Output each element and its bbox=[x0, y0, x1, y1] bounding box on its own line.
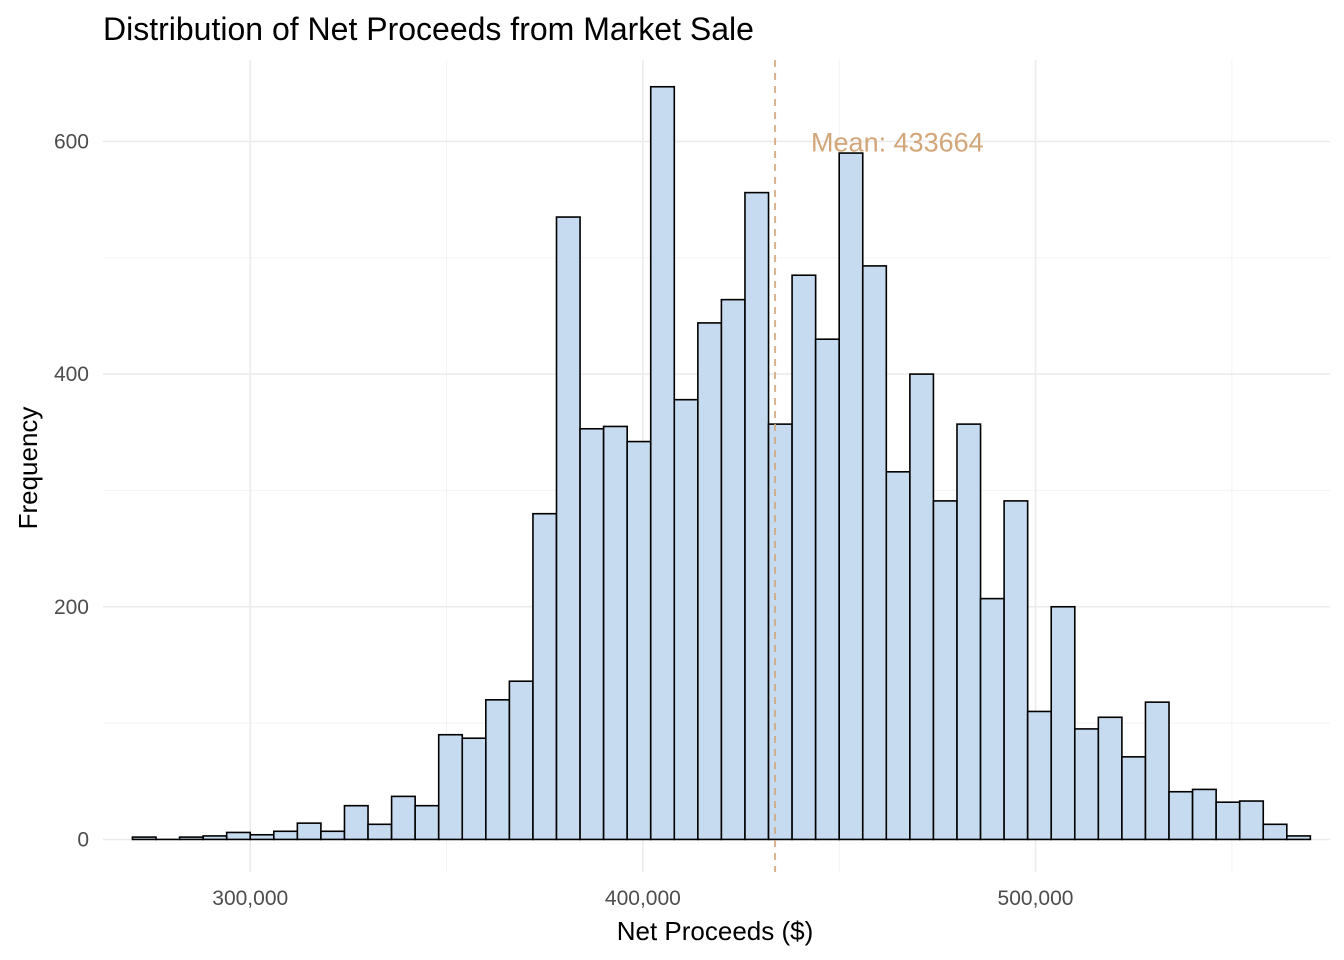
histogram-bar bbox=[225, 831, 252, 841]
histogram-bar bbox=[390, 795, 416, 841]
histogram-bar bbox=[532, 512, 558, 841]
histogram-bar bbox=[296, 822, 322, 841]
x-tick-labels: 300,000 400,000 500,000 bbox=[212, 887, 1073, 910]
y-tick-label: 400 bbox=[54, 363, 89, 386]
y-tick-label: 600 bbox=[54, 130, 89, 153]
histogram-bar bbox=[508, 680, 534, 841]
histogram-bar bbox=[202, 835, 228, 841]
histogram-bar bbox=[626, 440, 652, 841]
histogram-bar bbox=[249, 833, 275, 841]
histogram-bar bbox=[1215, 801, 1241, 841]
histogram-bar bbox=[1073, 728, 1100, 841]
histogram-bar bbox=[861, 265, 888, 841]
histogram-bar bbox=[579, 427, 605, 841]
histogram-bar bbox=[1191, 788, 1217, 841]
histogram-bar bbox=[461, 737, 487, 841]
histogram-bar bbox=[555, 216, 581, 841]
histogram-bar bbox=[1168, 790, 1194, 841]
x-tick-label: 400,000 bbox=[605, 887, 681, 910]
histogram-bar bbox=[320, 830, 346, 841]
histogram-bar bbox=[697, 322, 723, 841]
histogram-bar bbox=[343, 804, 369, 841]
histogram-bar bbox=[932, 500, 958, 841]
histogram-bar bbox=[838, 152, 864, 841]
histogram-bar bbox=[1026, 710, 1053, 841]
histogram-bar bbox=[909, 373, 935, 841]
chart-title: Distribution of Net Proceeds from Market… bbox=[103, 11, 754, 47]
histogram-bar bbox=[885, 471, 911, 841]
histogram-bar bbox=[767, 423, 793, 841]
y-axis-title: Frequency bbox=[13, 407, 43, 530]
histogram-bar bbox=[602, 425, 628, 841]
histogram-bar bbox=[979, 597, 1005, 841]
histogram-bar bbox=[272, 830, 299, 841]
histogram-bar bbox=[814, 338, 841, 841]
bars bbox=[131, 85, 1312, 841]
histogram-bar bbox=[1003, 500, 1029, 841]
histogram-bar bbox=[1262, 823, 1288, 841]
histogram-bar bbox=[1097, 716, 1123, 841]
histogram-bar bbox=[1121, 756, 1147, 841]
histogram-bar bbox=[673, 398, 699, 841]
histogram-bar bbox=[649, 85, 676, 841]
x-axis-title: Net Proceeds ($) bbox=[617, 916, 814, 946]
histogram-bar bbox=[791, 274, 817, 841]
x-tick-label: 500,000 bbox=[998, 887, 1074, 910]
histogram-bar bbox=[1144, 701, 1170, 841]
y-tick-labels: 0 200 400 600 bbox=[54, 130, 89, 851]
histogram-bar bbox=[1238, 800, 1265, 841]
mean-label: Mean: 433664 bbox=[811, 127, 984, 157]
histogram-bar bbox=[1050, 605, 1076, 841]
x-tick-label: 300,000 bbox=[212, 887, 288, 910]
histogram-bar bbox=[1286, 835, 1312, 841]
histogram-bar bbox=[744, 191, 770, 841]
histogram-bar bbox=[720, 298, 746, 841]
histogram-bar bbox=[131, 836, 157, 841]
histogram-bar bbox=[437, 733, 464, 841]
histogram-bar bbox=[485, 699, 511, 841]
y-tick-label: 200 bbox=[54, 596, 89, 619]
histogram-bar bbox=[956, 423, 982, 841]
y-tick-label: 0 bbox=[77, 828, 89, 851]
histogram-bar bbox=[367, 823, 393, 841]
histogram-bar bbox=[178, 836, 204, 841]
histogram-bar bbox=[414, 804, 440, 841]
